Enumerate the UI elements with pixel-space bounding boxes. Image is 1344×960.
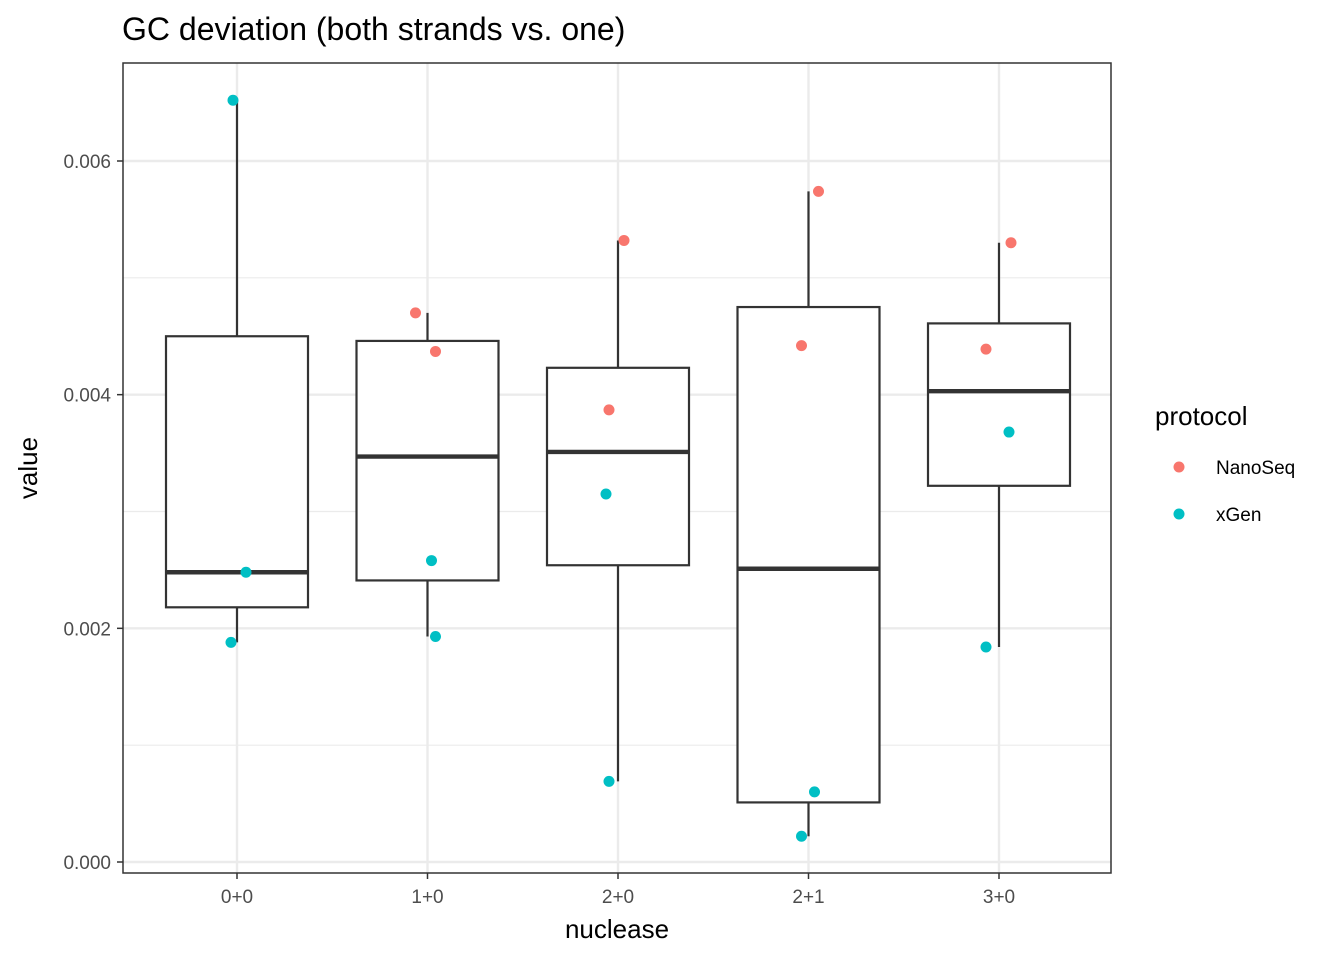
data-point [603,404,615,416]
box [355,339,500,582]
data-point [796,340,807,352]
legend-label: xGen [1216,505,1261,526]
data-point [809,786,820,798]
x-tick-label: 0+0 [221,887,253,908]
data-point [600,488,612,500]
chart-title: GC deviation (both strands vs. one) [122,11,625,47]
data-point [426,555,437,567]
y-axis: 0.000 0.002 0.004 0.006 [63,152,123,874]
data-point [796,830,807,842]
x-tick-label: 2+0 [602,887,634,908]
y-tick-label: 0.000 [63,853,111,874]
legend: protocol NanoSeq xGen [1155,401,1295,526]
y-tick-label: 0.004 [63,386,111,407]
data-point [410,307,421,319]
data-point [225,636,237,648]
legend-label: NanoSeq [1216,458,1295,479]
y-axis-title: value [13,437,43,499]
data-point [240,566,252,578]
data-point [603,775,615,787]
y-tick-label: 0.002 [63,619,111,640]
legend-title: protocol [1155,401,1248,431]
x-tick-label: 1+0 [411,887,443,908]
data-point [618,234,630,246]
data-point [430,345,441,357]
box [736,305,881,804]
legend-key [1173,508,1185,520]
data-point [227,94,239,106]
data-point [1003,426,1015,438]
x-tick-label: 3+0 [983,887,1015,908]
panel-border [122,62,1112,874]
data-point [1005,237,1017,249]
data-point [430,631,441,643]
data-point [813,185,824,197]
box [545,366,691,567]
box [926,322,1072,487]
legend-key [1173,461,1185,473]
data-point [980,343,992,355]
plot-panel [122,62,1112,874]
x-axis-title: nuclease [565,914,669,944]
x-axis: 0+0 1+0 2+0 2+1 3+0 [221,873,1015,908]
x-tick-label: 2+1 [792,887,824,908]
box [164,335,310,609]
data-point [980,641,992,653]
y-tick-label: 0.006 [63,152,111,173]
